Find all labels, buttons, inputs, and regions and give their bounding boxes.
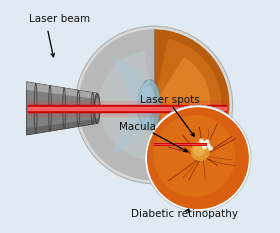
Circle shape — [206, 140, 209, 143]
Ellipse shape — [138, 79, 161, 130]
Circle shape — [206, 143, 211, 148]
Circle shape — [201, 140, 206, 146]
Ellipse shape — [142, 86, 155, 114]
Circle shape — [199, 138, 204, 143]
Wedge shape — [154, 57, 211, 153]
Circle shape — [208, 146, 213, 151]
Circle shape — [209, 147, 212, 150]
Polygon shape — [27, 82, 97, 99]
Circle shape — [203, 145, 206, 149]
Polygon shape — [27, 119, 97, 135]
Bar — [154, 143, 207, 146]
Circle shape — [75, 26, 233, 184]
Polygon shape — [113, 58, 149, 152]
Text: Laser beam: Laser beam — [29, 14, 90, 24]
Bar — [154, 144, 207, 145]
Circle shape — [202, 141, 205, 145]
Wedge shape — [99, 51, 154, 159]
Circle shape — [154, 115, 235, 197]
Circle shape — [193, 144, 205, 156]
Circle shape — [205, 139, 210, 144]
Circle shape — [190, 141, 210, 161]
Circle shape — [147, 107, 249, 209]
Wedge shape — [154, 29, 230, 181]
Circle shape — [207, 144, 210, 147]
Ellipse shape — [94, 93, 100, 123]
Text: Laser spots: Laser spots — [140, 95, 200, 105]
Circle shape — [202, 144, 207, 150]
Wedge shape — [78, 29, 154, 181]
Wedge shape — [154, 39, 221, 171]
Text: Diabetic retinopathy: Diabetic retinopathy — [131, 209, 238, 219]
Ellipse shape — [95, 98, 99, 119]
Circle shape — [145, 105, 251, 211]
Circle shape — [200, 139, 203, 142]
Text: Macula: Macula — [119, 122, 156, 132]
Polygon shape — [27, 82, 97, 135]
